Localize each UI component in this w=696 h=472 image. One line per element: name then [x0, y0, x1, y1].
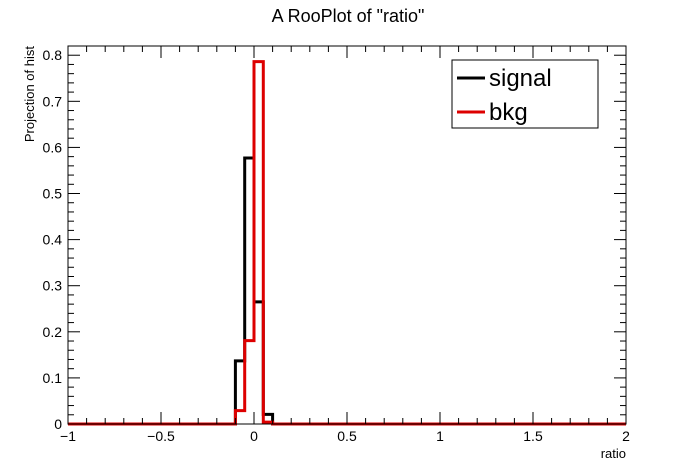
x-tick-label: 1.5 — [523, 428, 543, 444]
x-tick-label: −0.5 — [147, 428, 175, 444]
x-axis-title: ratio — [601, 446, 626, 461]
y-tick-label: 0.6 — [43, 139, 63, 155]
legend: signal bkg — [451, 59, 599, 129]
y-tick-label: 0.3 — [43, 278, 63, 294]
y-tick-label: 0.4 — [43, 232, 63, 248]
legend-label-signal: signal — [489, 65, 552, 92]
y-tick-label: 0.8 — [43, 47, 63, 63]
y-tick-label: 0.2 — [43, 324, 63, 340]
y-tick-label: 0.7 — [43, 93, 63, 109]
y-tick-label: 0.1 — [43, 370, 63, 386]
y-tick-label: 0.5 — [43, 186, 63, 202]
y-tick-label: 0 — [54, 416, 62, 432]
legend-label-bkg: bkg — [489, 99, 528, 126]
legend-box — [451, 59, 599, 129]
x-tick-label: 1 — [436, 428, 444, 444]
x-tick-label: 2 — [622, 428, 630, 444]
x-tick-label: 0 — [250, 428, 258, 444]
y-axis-title: Projection of hist — [22, 46, 37, 142]
y-axis: 0 0.1 0.2 0.3 0.4 0.5 0.6 0.7 0.8 — [43, 45, 626, 432]
x-tick-label: 0.5 — [337, 428, 357, 444]
x-axis: −1 −0.5 0 0.5 1 1.5 2 — [60, 46, 630, 444]
chart-title: A RooPlot of "ratio" — [272, 6, 425, 26]
x-tick-label: −1 — [60, 428, 76, 444]
